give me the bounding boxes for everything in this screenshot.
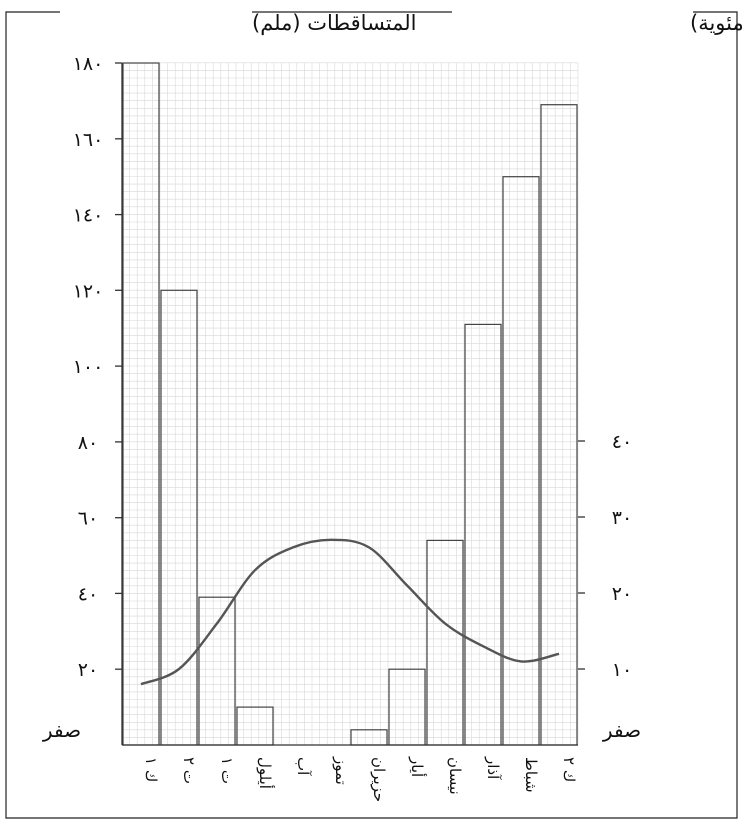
axes — [121, 63, 578, 746]
temp-tick-label: ١٠ — [612, 659, 632, 681]
precip-tick-label: ١٢٠ — [73, 280, 104, 302]
precip-bar — [426, 539, 464, 746]
precip-bar — [198, 596, 236, 746]
precip-tick-label: ٨٠ — [78, 432, 98, 454]
month-label: ت ١ — [218, 757, 236, 784]
precip-tick-label: ١٠٠ — [73, 356, 104, 378]
month-label: حزيران — [370, 757, 388, 802]
precip-tick-label: ٦٠ — [78, 508, 98, 530]
precipitation-axis-ticks: صفر ٢٠ ٤٠ ٦٠ ٨٠ ١٠٠ ١٢٠ ١٤٠ ١٦٠ ١٨٠ — [42, 53, 122, 742]
temp-tick-label: صفر — [602, 718, 641, 742]
month-label: تموز — [332, 756, 350, 785]
temperature-curve — [140, 538, 560, 686]
temp-tick-label: ٢٠ — [612, 583, 632, 605]
precip-tick-label: ٤٠ — [78, 583, 98, 605]
precip-tick-label: ١٨٠ — [73, 53, 104, 75]
chart-frame — [5, 11, 738, 819]
precipitation-title: المتساقطات (ملم) — [252, 11, 417, 36]
month-label: أيار — [408, 756, 427, 777]
temp-tick-label: ٤٠ — [612, 431, 632, 453]
temperature-line — [140, 538, 560, 686]
month-label: ت ٢ — [180, 757, 198, 784]
month-label: آذار — [484, 756, 502, 780]
temperature-axis-ticks: صفر ١٠ ٢٠ ٣٠ ٤٠ — [578, 431, 641, 742]
month-axis-labels: ك ٢ شباط آذار نيسان أيار حزيران تموز آب أيلول ت ١… — [142, 756, 578, 802]
precip-tick-label: ١٤٠ — [73, 205, 104, 227]
temperature-title: الحرارة (درجة مئوية) — [690, 11, 743, 35]
month-label: آب — [294, 757, 312, 776]
grid — [121, 62, 579, 746]
precip-bar — [464, 323, 502, 746]
temp-tick-label: ٣٠ — [612, 507, 632, 529]
month-label: نيسان — [446, 757, 464, 795]
precip-tick-label: ٢٠ — [78, 659, 98, 681]
month-label: أيلول — [256, 757, 275, 789]
precip-bar — [540, 104, 578, 746]
precip-tick-label: صفر — [42, 718, 81, 742]
month-label: شباط — [522, 757, 540, 793]
month-label: ك ٢ — [560, 757, 578, 782]
precip-bar — [236, 706, 274, 746]
month-label: ك ١ — [142, 757, 160, 782]
precip-tick-label: ١٦٠ — [73, 129, 104, 151]
